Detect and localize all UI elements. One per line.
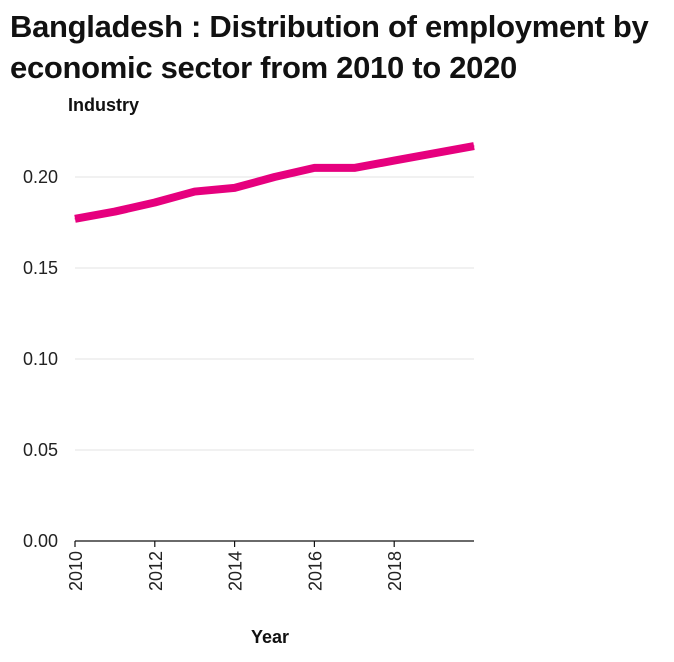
data-point: [194, 191, 196, 193]
y-tick-label: 0.10: [23, 349, 58, 369]
series-line-0: [74, 142, 475, 223]
y-tick-label: 0.15: [23, 258, 58, 278]
x-axis-label: Year: [251, 627, 290, 647]
x-tick-label: 2012: [146, 551, 166, 591]
x-tick-label: 2014: [226, 551, 246, 591]
data-point: [234, 187, 236, 189]
grid-lines: [75, 176, 474, 451]
data-point: [274, 176, 275, 178]
data-point: [393, 160, 395, 162]
y-tick-label: 0.20: [23, 167, 58, 187]
x-tick-labels: 2010 2012 2014 2016 2018: [66, 541, 405, 591]
data-point: [154, 201, 156, 203]
x-tick-label: 2018: [385, 551, 405, 591]
data-point: [114, 211, 116, 213]
data-point: [473, 145, 475, 147]
y-tick-label: 0.05: [23, 440, 58, 460]
x-tick-label: 2010: [66, 551, 86, 591]
data-point: [74, 218, 76, 220]
x-tick-label: 2016: [305, 551, 325, 591]
data-point: [313, 167, 315, 169]
y-axis-label: Industry: [68, 95, 140, 115]
y-tick-label: 0.00: [23, 531, 58, 551]
chart-title: Bangladesh : Distribution of employment …: [10, 9, 649, 85]
y-tick-labels: 0.00 0.05 0.10 0.15 0.20: [23, 167, 58, 551]
series-layer: [74, 142, 475, 223]
data-point: [353, 167, 355, 169]
data-point: [433, 152, 435, 154]
